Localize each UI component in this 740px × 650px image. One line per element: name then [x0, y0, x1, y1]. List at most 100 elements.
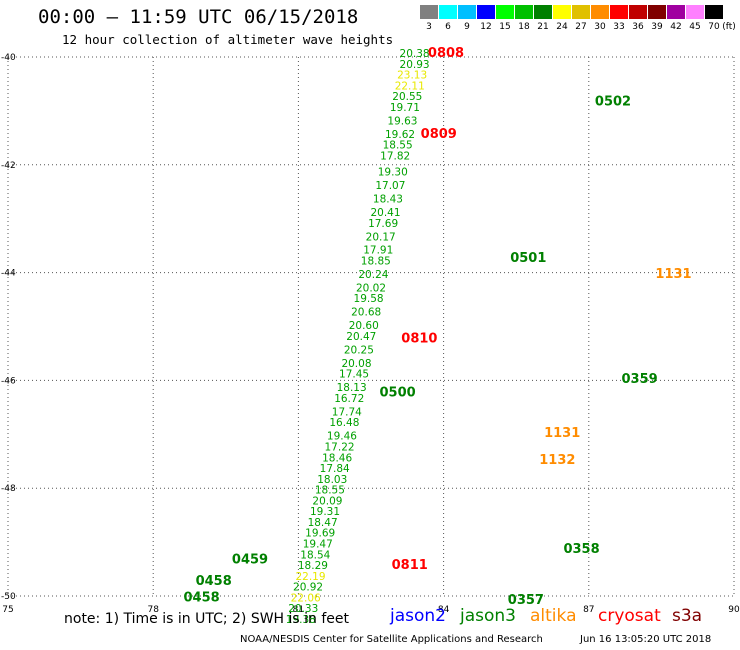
- wave-height-value: 18.85: [361, 256, 391, 268]
- wave-height-value: 20.25: [344, 344, 374, 356]
- wave-height-value: 22.06: [291, 592, 321, 604]
- colorbar-label: 45: [689, 22, 701, 32]
- legend-item-altika: altika: [530, 606, 577, 626]
- wave-height-value: 20.17: [366, 231, 396, 243]
- wave-height-value: 17.82: [380, 150, 410, 162]
- x-tick-label: 81: [293, 605, 304, 615]
- pass-time-label: 0458: [196, 574, 232, 589]
- colorbar-label: 36: [632, 22, 644, 32]
- wave-height-value: 17.74: [332, 406, 362, 418]
- wave-height-value: 18.55: [383, 140, 413, 152]
- wave-height-value: 17.91: [363, 245, 393, 257]
- colorbar-unit: (ft): [722, 22, 736, 32]
- wave-height-value: 19.47: [303, 538, 333, 550]
- wave-height-value: 19.63: [387, 115, 417, 127]
- colorbar-swatch: [648, 5, 666, 19]
- wave-height-value: 17.22: [325, 441, 355, 453]
- wave-height-value: 20.38: [400, 48, 430, 60]
- wave-height-value: 18.03: [317, 474, 347, 486]
- wave-height-value: 18.29: [298, 560, 328, 572]
- pass-labels: 0808080908100811050205010500045904580458…: [184, 46, 692, 608]
- colorbar-swatch: [686, 5, 704, 19]
- wave-height-value: 17.07: [375, 180, 405, 192]
- colorbar-label: 3: [426, 22, 432, 32]
- wave-height-value: 17.69: [368, 218, 398, 230]
- colorbar-label: 30: [594, 22, 606, 32]
- x-tick-label: 78: [147, 605, 159, 615]
- wave-height-value: 20.55: [392, 91, 422, 103]
- wave-height-value: 19.62: [385, 129, 415, 141]
- wave-height-value: 19.46: [327, 431, 357, 443]
- pass-time-label: 0459: [232, 553, 268, 568]
- colorbar-label: 12: [480, 22, 492, 32]
- colorbar-swatch: [496, 5, 514, 19]
- wave-height-value: 20.08: [341, 358, 371, 370]
- colorbar-label: 9: [464, 22, 470, 32]
- colorbar-swatch: [629, 5, 647, 19]
- pass-time-label: 0502: [595, 95, 631, 110]
- pass-time-label: 1132: [539, 453, 575, 468]
- wave-height-value: 18.47: [308, 517, 338, 529]
- colorbar-swatch: [610, 5, 628, 19]
- wave-height-value: 20.47: [346, 331, 376, 343]
- colorbar-swatch: [458, 5, 476, 19]
- pass-time-label: 0357: [508, 593, 544, 608]
- wave-height-value: 22.11: [395, 80, 425, 92]
- colorbar-swatch: [534, 5, 552, 19]
- wave-height-value: 19.31: [310, 506, 340, 518]
- pass-time-label: 0809: [421, 127, 457, 142]
- wave-height-value: 22.19: [295, 571, 325, 583]
- wave-height-value: 18.13: [337, 382, 367, 394]
- colorbar-label: 33: [613, 22, 625, 32]
- colorbar-label: 21: [537, 22, 549, 32]
- wave-height-value: 19.71: [390, 102, 420, 114]
- wave-height-value: 17.45: [339, 369, 369, 381]
- wave-height-value: 18.55: [315, 485, 345, 497]
- pass-time-label: 0458: [184, 590, 220, 605]
- legend-item-s3a: s3a: [672, 606, 703, 626]
- y-tick-label: -50: [1, 592, 16, 602]
- colorbar-swatch: [667, 5, 685, 19]
- pass-time-label: 0358: [563, 542, 599, 557]
- colorbar-label: 18: [518, 22, 530, 32]
- colorbar-label: 27: [575, 22, 587, 32]
- pass-time-label: 0808: [428, 46, 464, 61]
- grid: [7, 56, 735, 597]
- x-tick-label: 90: [728, 605, 740, 615]
- chart-subtitle: 12 hour collection of altimeter wave hei…: [62, 32, 394, 47]
- wave-height-value: 20.02: [356, 282, 386, 294]
- y-tick-label: -44: [1, 269, 16, 279]
- wave-height-value: 19.69: [305, 528, 335, 540]
- x-tick-label: 75: [2, 605, 13, 615]
- colorbar-label: 15: [499, 22, 511, 32]
- colorbar-label: 24: [556, 22, 568, 32]
- y-tick-label: -40: [1, 53, 16, 63]
- wave-height-value: 16.72: [334, 393, 364, 405]
- wave-height-value: 18.54: [300, 549, 330, 561]
- colorbar-label: 39: [651, 22, 663, 32]
- wave-height-value: 16.48: [329, 417, 359, 429]
- colorbar-label: 42: [670, 22, 682, 32]
- colorbar-swatch: [705, 5, 723, 19]
- generated-timestamp: Jun 16 13:05:20 UTC 2018: [580, 634, 712, 645]
- colorbar-swatch: [572, 5, 590, 19]
- legend-item-cryosat: cryosat: [598, 606, 661, 626]
- colorbar-swatch: [477, 5, 495, 19]
- legend-item-jason2: jason2: [390, 606, 446, 626]
- wave-height-value: 20.09: [312, 495, 342, 507]
- legend-item-jason3: jason3: [460, 606, 516, 626]
- pass-time-label: 0811: [392, 558, 428, 573]
- colorbar-swatch: [420, 5, 438, 19]
- y-tick-label: -48: [1, 484, 16, 494]
- y-tick-label: -46: [1, 376, 16, 386]
- colorbar-swatch: [515, 5, 533, 19]
- wave-height-value: 19.30: [378, 167, 408, 179]
- wave-height-value: 18.46: [322, 452, 352, 464]
- wave-height-value: 20.60: [349, 320, 379, 332]
- pass-time-label: 1131: [655, 267, 691, 282]
- footer-note: note: 1) Time is in UTC; 2) SWH is in fe…: [64, 611, 350, 627]
- pass-time-label: 0500: [380, 386, 416, 401]
- x-tick-label: 84: [438, 605, 450, 615]
